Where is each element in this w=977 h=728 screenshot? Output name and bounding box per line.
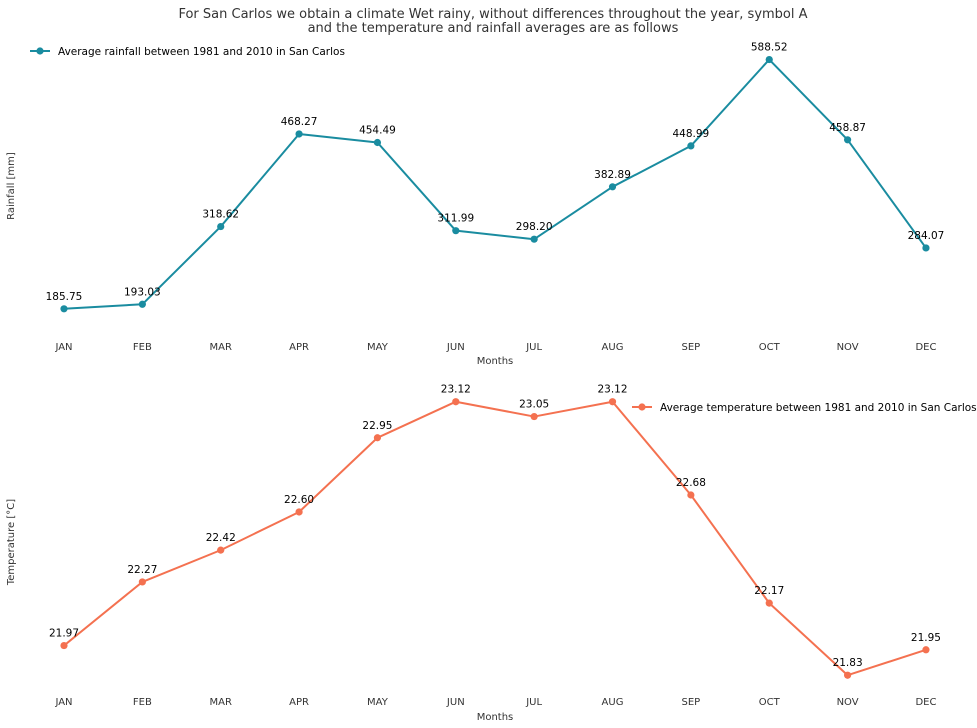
temperature-data-label: 23.12 [441,384,471,396]
rainfall-x-tick-label: JAN [54,342,72,353]
temperature-data-point [217,546,225,554]
rainfall-data-point [138,300,146,308]
temperature-data-point [844,671,852,679]
rainfall-y-axis-label: Rainfall [mm] [6,152,17,220]
rainfall-data-label: 588.52 [751,42,788,54]
temperature-x-tick-label: JUN [446,697,465,708]
temperature-data-label: 21.95 [911,632,941,644]
rainfall-data-label: 284.07 [908,230,945,242]
rainfall-x-tick-label: MAR [210,342,232,353]
temperature-data-label: 22.60 [284,494,314,506]
rainfall-data-label: 298.20 [516,221,553,233]
temperature-data-label: 21.83 [833,657,863,669]
rainfall-data-label: 382.89 [594,169,631,181]
temperature-x-tick-label: APR [289,697,309,708]
rainfall-x-tick-label: DEC [915,342,936,353]
rainfall-data-point [452,227,460,235]
temperature-data-label: 22.17 [754,585,784,597]
rainfall-data-label: 185.75 [46,291,83,303]
temperature-y-axis-label: Temperature [°C] [6,499,17,586]
rainfall-data-point [373,138,382,147]
rainfall-series-line [63,58,927,310]
rainfall-data-label: 448.99 [673,128,710,140]
rainfall-x-tick-label: NOV [837,342,859,353]
temperature-chart-panel: JAN FEB MAR APR MAY JUN JUL AUG SEP OCT NOV DEC Mont… [6,384,977,723]
temperature-data-label: 22.95 [362,420,392,432]
temperature-x-tick-label: MAR [210,697,232,708]
rainfall-data-point [530,235,538,243]
rainfall-x-tick-label: MAY [367,342,389,353]
temperature-x-tick-label: DEC [915,697,936,708]
temperature-data-label: 22.68 [676,477,706,489]
rainfall-data-point [60,305,68,313]
temperature-legend-label: Average temperature between 1981 and 201… [660,402,977,414]
chart-title-line-1: For San Carlos we obtain a climate Wet r… [178,7,807,22]
temperature-data-label: 21.97 [49,628,79,640]
rainfall-legend-marker [36,47,44,55]
temperature-x-tick-label: JAN [54,697,72,708]
rainfall-legend-label: Average rainfall between 1981 and 2010 i… [58,46,345,58]
rainfall-x-tick-label: FEB [133,342,152,353]
rainfall-data-label: 193.03 [124,286,161,298]
rainfall-x-tick-label: APR [289,342,309,353]
rainfall-data-label: 454.49 [359,125,396,137]
temperature-x-tick-label: AUG [602,697,624,708]
rainfall-data-point [687,142,695,150]
temperature-data-point [138,578,146,586]
rainfall-x-tick-label: AUG [602,342,624,353]
rainfall-x-tick-label: OCT [759,342,781,353]
rainfall-data-point [608,183,617,191]
temperature-data-point [530,412,538,421]
rainfall-data-point [295,130,303,138]
temperature-data-label: 23.05 [519,399,549,411]
rainfall-x-tick-label: SEP [682,342,701,353]
temperature-x-tick-label: MAY [367,697,389,708]
temperature-x-tick-label: FEB [133,697,152,708]
temperature-data-point [922,646,930,654]
temperature-x-tick-label: JUL [525,697,542,708]
rainfall-data-label: 318.62 [202,209,239,221]
temperature-data-point [765,599,773,607]
temperature-data-point [60,641,68,650]
temperature-x-tick-label: OCT [759,697,781,708]
temperature-data-point [608,398,617,406]
temperature-data-label: 22.42 [206,532,236,544]
rainfall-data-label: 311.99 [437,213,474,225]
rainfall-data-point [765,55,773,64]
rainfall-data-point [217,222,225,231]
temperature-data-point [373,434,382,442]
temperature-data-label: 23.12 [597,384,627,396]
rainfall-x-axis-label: Months [477,356,514,367]
temperature-legend-marker [638,403,646,411]
rainfall-data-label: 458.87 [829,122,866,134]
temperature-x-tick-label: SEP [682,697,701,708]
temperature-x-axis-label: Months [477,712,514,723]
temperature-data-point [452,398,460,406]
temperature-data-point [295,508,303,516]
rainfall-x-tick-label: JUN [446,342,465,353]
temperature-data-point [687,491,695,499]
temperature-series-line [63,400,927,677]
rainfall-data-point [844,136,852,144]
rainfall-chart-panel: JAN FEB MAR APR MAY JUN JUL AUG SEP OCT NOV DEC Mont… [6,42,944,367]
rainfall-data-label: 468.27 [281,116,318,128]
rainfall-x-tick-label: JUL [525,342,542,353]
temperature-x-tick-label: NOV [837,697,859,708]
chart-title-line-2: and the temperature and rainfall average… [308,21,679,36]
temperature-data-label: 22.27 [127,564,157,576]
rainfall-data-point [922,244,930,252]
